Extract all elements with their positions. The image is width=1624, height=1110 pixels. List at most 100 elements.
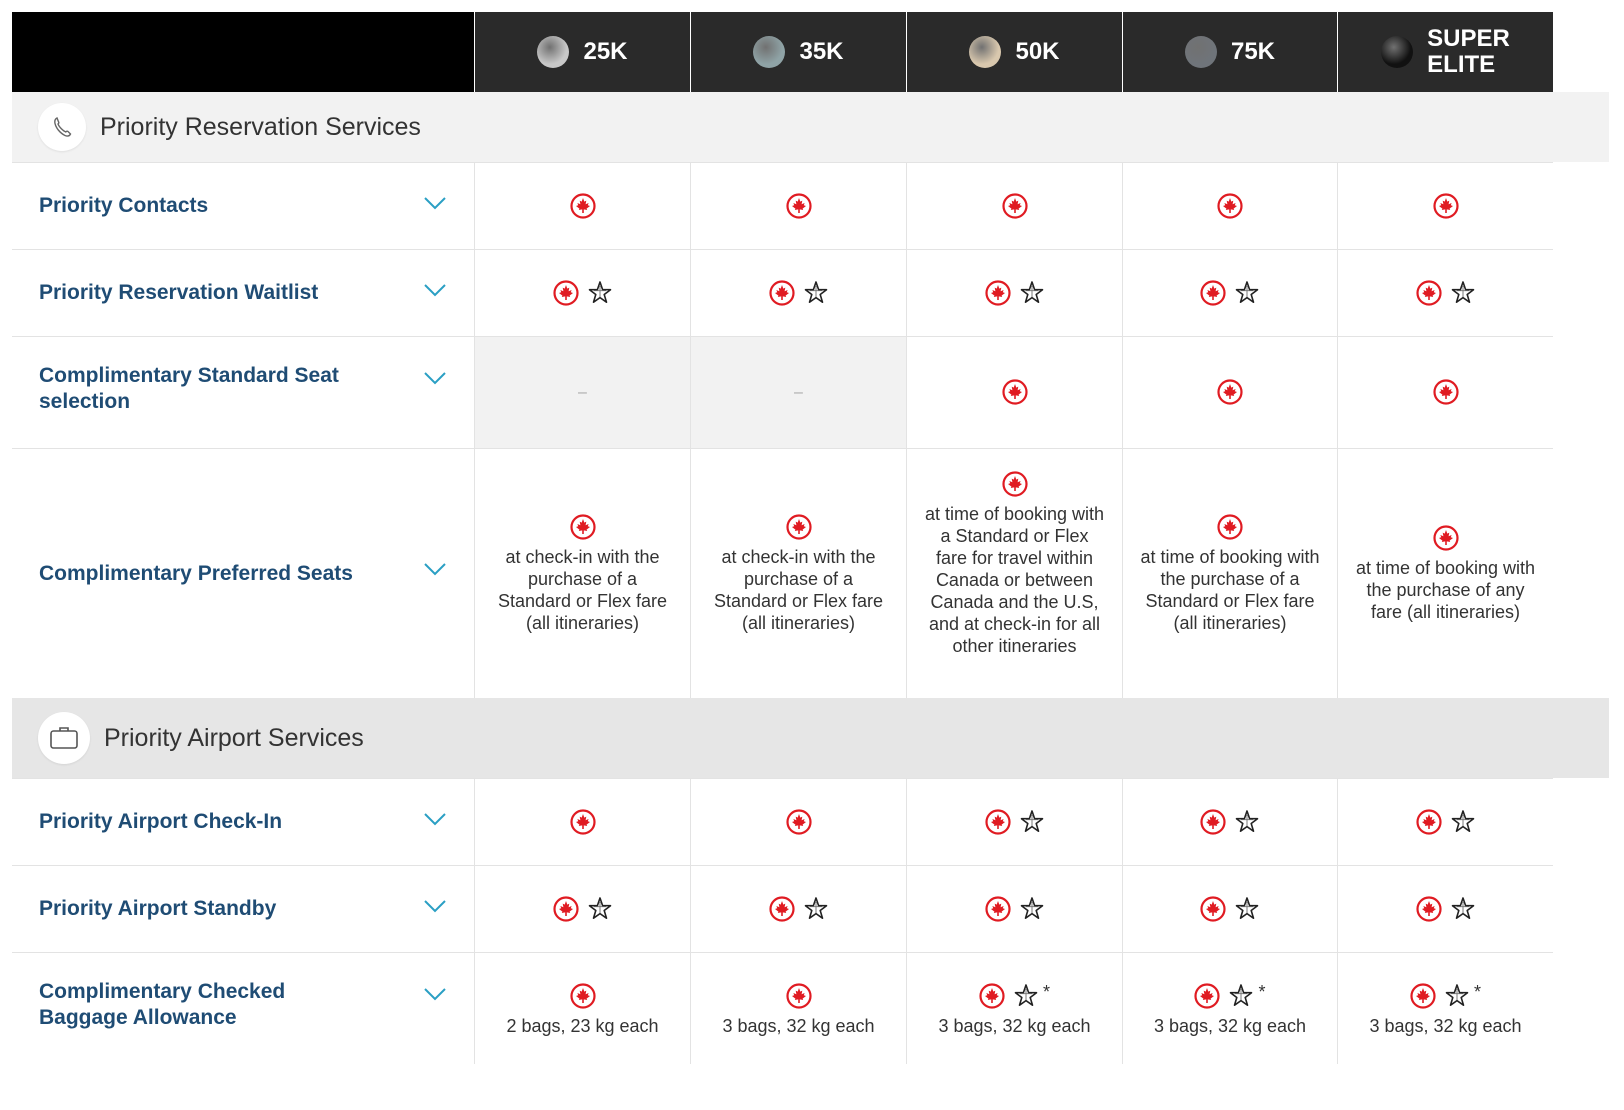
benefit-cell (690, 778, 906, 865)
benefit-cell (690, 162, 906, 249)
star-alliance-icon (1235, 897, 1259, 919)
benefit-icons: * (1410, 982, 1481, 1009)
feature-row-toggle[interactable]: Complimentary Checked Baggage Allowance (12, 952, 474, 1064)
benefit-cell: at time of booking with the purchase of … (1337, 448, 1553, 698)
feature-row-toggle[interactable]: Priority Airport Check-In (12, 778, 474, 865)
feature-row-toggle[interactable]: Complimentary Standard Seat selection (12, 336, 474, 448)
tier-header-3: 50K (907, 12, 1122, 92)
air-canada-maple-icon (1217, 379, 1243, 405)
tier-badge-icon (753, 36, 786, 68)
benefit-cell: – (474, 336, 690, 448)
benefit-cell: – (690, 336, 906, 448)
benefit-icons (984, 809, 1045, 835)
benefit-icons (1217, 379, 1243, 405)
air-canada-maple-icon (785, 983, 812, 1009)
section-icon-wrap (38, 712, 90, 764)
benefit-cell (906, 249, 1122, 336)
benefit-cell: 3 bags, 32 kg each (690, 952, 906, 1064)
air-canada-maple-icon (569, 193, 596, 219)
benefit-icons (569, 983, 596, 1009)
benefit-cell: * 3 bags, 32 kg each (906, 952, 1122, 1064)
feature-label[interactable]: Priority Contacts (39, 194, 209, 217)
benefit-icons (1432, 524, 1459, 551)
benefit-icons (1200, 809, 1260, 835)
benefit-cell (1122, 336, 1337, 448)
benefit-cell: at check-in with the purchase of a Stand… (474, 448, 690, 698)
feature-label[interactable]: Complimentary Standard Seat selection (39, 364, 339, 413)
benefit-icons (785, 809, 812, 835)
feature-row-toggle[interactable]: Priority Airport Standby (12, 865, 474, 952)
star-alliance-icon (1014, 984, 1038, 1006)
benefit-text: 2 bags, 23 kg each (506, 1016, 659, 1036)
benefit-icons (1432, 379, 1459, 405)
feature-row-toggle[interactable]: Complimentary Preferred Seats (12, 448, 474, 698)
benefit-icons (1200, 280, 1260, 306)
benefit-cell: * 3 bags, 32 kg each (1122, 952, 1337, 1064)
benefit-icons (768, 896, 829, 922)
star-alliance-icon (1451, 281, 1474, 303)
star-alliance-icon (1235, 810, 1259, 832)
air-canada-maple-icon (984, 280, 1011, 306)
benefit-text: 3 bags, 32 kg each (1369, 1016, 1522, 1036)
benefit-cell: 2 bags, 23 kg each (474, 952, 690, 1064)
benefit-cell: at check-in with the purchase of a Stand… (690, 448, 906, 698)
benefit-text: 3 bags, 32 kg each (938, 1016, 1091, 1036)
benefit-text: 3 bags, 32 kg each (1153, 1016, 1307, 1036)
benefit-cell (1337, 778, 1553, 865)
feature-label[interactable]: Complimentary Preferred Seats (39, 561, 353, 585)
benefit-cell (906, 865, 1122, 952)
benefit-cell (474, 162, 690, 249)
benefit-cell (1122, 162, 1337, 249)
benefit-text: at time of booking with the purchase of … (1355, 557, 1536, 622)
benefit-icons (768, 280, 829, 306)
tier-badge-icon (1381, 36, 1414, 68)
air-canada-maple-icon (1410, 983, 1436, 1009)
feature-row-toggle[interactable]: Priority Reservation Waitlist (12, 249, 474, 336)
feature-row-toggle[interactable]: Priority Contacts (12, 162, 474, 249)
benefit-cell (906, 778, 1122, 865)
air-canada-maple-icon (785, 513, 812, 540)
chevron-down-icon[interactable] (424, 987, 446, 1001)
chevron-down-icon[interactable] (424, 371, 446, 385)
air-canada-maple-icon (1194, 983, 1221, 1009)
feature-label[interactable]: Priority Airport Standby (39, 897, 277, 920)
chevron-down-icon[interactable] (424, 812, 446, 826)
chevron-down-icon[interactable] (424, 196, 446, 210)
tier-label: 25K (583, 38, 628, 65)
not-available-dash: – (794, 383, 803, 401)
air-canada-maple-icon (1001, 471, 1028, 497)
star-alliance-icon (804, 897, 827, 919)
benefit-cell (1337, 162, 1553, 249)
air-canada-maple-icon (1001, 379, 1028, 405)
air-canada-maple-icon (1200, 896, 1226, 922)
feature-label[interactable]: Priority Reservation Waitlist (39, 281, 319, 304)
benefit-text: at time of booking with a Standard or Fl… (924, 504, 1105, 656)
benefit-text: at check-in with the purchase of a Stand… (497, 546, 668, 633)
tier-label: 75K (1230, 38, 1276, 65)
chevron-down-icon[interactable] (424, 283, 446, 297)
chevron-down-icon[interactable] (424, 899, 446, 913)
section-icon-wrap (38, 103, 86, 151)
air-canada-maple-icon (1415, 809, 1442, 835)
benefit-icons (1415, 809, 1476, 835)
benefit-cell (1122, 865, 1337, 952)
benefit-icons (1415, 896, 1476, 922)
briefcase-icon (50, 727, 78, 749)
not-available-dash: – (578, 383, 587, 401)
benefit-icons (1217, 193, 1243, 219)
tier-header-2: 35K (691, 12, 906, 92)
feature-label[interactable]: Priority Airport Check-In (39, 810, 283, 833)
benefit-icons (984, 896, 1045, 922)
star-alliance-icon (1230, 984, 1253, 1006)
feature-label[interactable]: Complimentary Checked Baggage Allowance (39, 980, 286, 1029)
benefit-cell (1122, 778, 1337, 865)
benefit-icons (1001, 379, 1028, 405)
air-canada-maple-icon (1432, 193, 1459, 219)
section-title: Priority Airport Services (104, 723, 364, 752)
chevron-down-icon[interactable] (424, 562, 446, 576)
tier-badge-icon (969, 36, 1002, 68)
benefit-icons (1217, 513, 1243, 540)
benefit-icons: * (979, 982, 1050, 1009)
phone-icon (54, 117, 72, 137)
air-canada-maple-icon (552, 280, 579, 306)
